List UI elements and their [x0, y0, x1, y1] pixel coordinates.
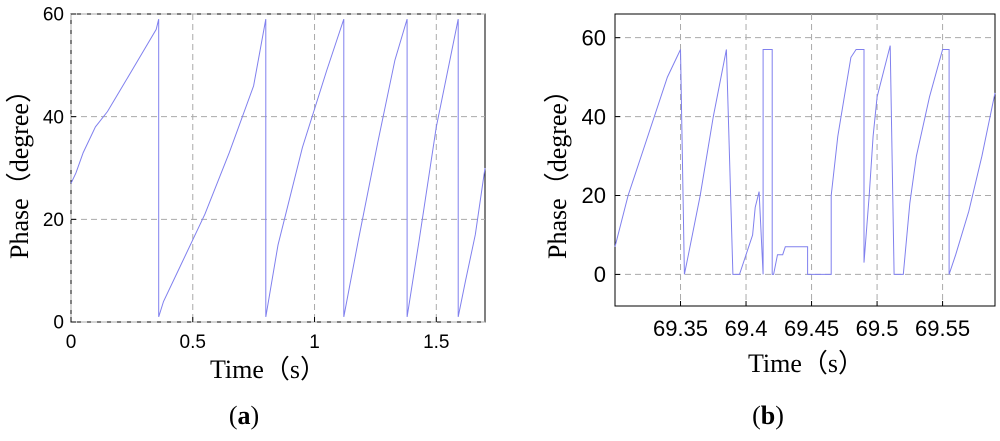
x-tick-label: 0 — [66, 332, 77, 353]
x-tick-label: 1.5 — [423, 332, 449, 353]
panel-b-grid — [615, 14, 995, 306]
panel-a-caption-letter: a — [238, 401, 251, 430]
y-tick-label: 40 — [582, 104, 606, 129]
panel-a-y-axis-label: Phase（degree） — [5, 77, 34, 259]
panel-a-caption: (a) — [229, 401, 259, 430]
panel-b-ticks — [615, 37, 944, 306]
y-tick-label: 20 — [43, 210, 64, 231]
y-tick-label: 40 — [43, 107, 64, 128]
y-tick-label: 20 — [582, 183, 606, 208]
y-tick-label: 0 — [53, 313, 64, 334]
y-tick-label: 60 — [582, 25, 606, 50]
panel-a-x-axis-label: Time（s） — [210, 355, 326, 384]
panel-b-caption-close: ) — [775, 401, 784, 430]
panel-b-phase-line — [614, 45, 996, 275]
panel-a-grid — [70, 13, 485, 323]
x-tick-label: 69.4 — [725, 316, 768, 341]
panel-a-plot-frame — [70, 13, 486, 323]
panel-b-y-axis-label: Phase（degree） — [543, 77, 572, 259]
panel-a-ticks — [70, 13, 437, 323]
panel-b-caption-letter: b — [761, 401, 775, 430]
panel-a-tick-labels: 0 0.5 1 1.5 0 20 40 60 — [43, 5, 450, 353]
panel-a: 0 0.5 1 1.5 0 20 40 60 Time（s） Phase（degree） (a… — [5, 5, 486, 430]
panel-b-caption-open: ( — [752, 401, 761, 430]
x-tick-label: 69.55 — [915, 316, 970, 341]
y-tick-label: 0 — [594, 262, 606, 287]
panel-a-caption-close: ) — [251, 401, 260, 430]
x-tick-label: 0.5 — [180, 332, 206, 353]
x-tick-label: 69.35 — [653, 316, 708, 341]
panel-b-plot-frame — [614, 13, 996, 307]
panel-b-x-axis-label: Time（s） — [748, 349, 864, 378]
panel-a-caption-open: ( — [229, 401, 238, 430]
panel-b: 69.35 69.4 69.45 69.5 69.55 0 20 40 60 Time（s） P… — [543, 13, 996, 430]
x-tick-label: 69.45 — [784, 316, 839, 341]
x-tick-label: 1 — [309, 332, 320, 353]
x-tick-label: 69.5 — [856, 316, 899, 341]
panel-b-tick-labels: 69.35 69.4 69.45 69.5 69.55 0 20 40 60 — [582, 25, 971, 341]
panel-b-caption: (b) — [752, 401, 784, 430]
panel-a-phase-line — [70, 18, 486, 318]
y-tick-label: 60 — [43, 5, 64, 26]
